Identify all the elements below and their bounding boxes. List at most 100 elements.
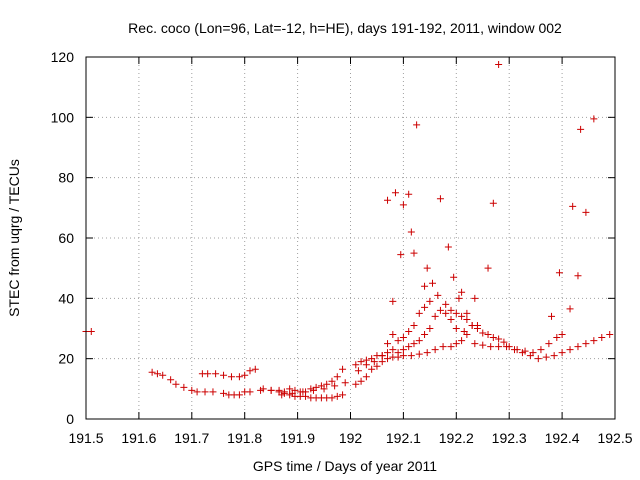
data-point (267, 386, 275, 394)
data-point (537, 346, 545, 354)
data-point (484, 264, 492, 272)
data-point (452, 309, 460, 317)
data-point (278, 391, 286, 399)
data-point (447, 343, 455, 351)
data-point (235, 391, 243, 399)
data-point (212, 370, 220, 378)
data-point (439, 343, 447, 351)
data-point (394, 337, 402, 345)
data-point (495, 343, 503, 351)
data-point (87, 328, 95, 336)
data-point (542, 353, 550, 361)
data-point (452, 340, 460, 348)
data-point (436, 306, 444, 314)
data-point (458, 288, 466, 296)
data-point (479, 341, 487, 349)
x-tick-label: 191.8 (227, 430, 262, 446)
data-point (489, 334, 497, 342)
data-point (423, 349, 431, 357)
data-point (548, 312, 556, 320)
data-point (275, 386, 283, 394)
data-point (299, 388, 307, 396)
data-point (357, 358, 365, 366)
y-tick-label: 60 (58, 230, 74, 246)
axis-ticks (85, 56, 616, 420)
data-point (220, 371, 228, 379)
data-point (553, 334, 561, 342)
data-point (471, 294, 479, 302)
x-tick-label: 191.5 (68, 430, 103, 446)
data-point (180, 383, 188, 391)
data-point (384, 196, 392, 204)
data-point (373, 362, 381, 370)
data-point (534, 355, 542, 363)
data-point (423, 264, 431, 272)
data-point (513, 346, 521, 354)
data-point (339, 391, 347, 399)
data-point (450, 273, 458, 281)
data-point (407, 228, 415, 236)
data-point (495, 61, 503, 69)
data-point (389, 346, 397, 354)
data-point (455, 294, 463, 302)
data-point (574, 272, 582, 280)
data-point (545, 340, 553, 348)
data-point (246, 388, 254, 396)
data-point (550, 352, 558, 360)
data-point (431, 346, 439, 354)
data-point (286, 385, 294, 393)
x-tick-label: 192.3 (492, 430, 527, 446)
data-point (399, 346, 407, 354)
data-point (558, 331, 566, 339)
data-point (201, 388, 209, 396)
data-point (394, 349, 402, 357)
data-point (384, 349, 392, 357)
y-tick-label: 40 (58, 290, 74, 306)
data-point (227, 373, 235, 381)
data-point (574, 343, 582, 351)
y-axis-tick-labels: 0 20 40 60 80 100 120 (51, 49, 75, 427)
data-point (341, 379, 349, 387)
data-point (447, 315, 455, 323)
data-point (220, 389, 228, 397)
data-point (410, 340, 418, 348)
data-point (148, 368, 156, 376)
data-point (582, 208, 590, 216)
data-point (331, 382, 339, 390)
data-point (529, 349, 537, 357)
data-point (384, 355, 392, 363)
grid-lines (86, 57, 615, 419)
data-point (555, 269, 563, 277)
x-tick-label: 191.9 (280, 430, 315, 446)
data-point (421, 303, 429, 311)
data-point (309, 386, 317, 394)
data-point (209, 388, 217, 396)
data-point (426, 325, 434, 332)
data-point (328, 377, 336, 385)
y-tick-label: 100 (51, 109, 75, 125)
data-point (558, 349, 566, 357)
data-point (354, 367, 362, 375)
data-point (569, 202, 577, 210)
data-point (590, 115, 598, 123)
data-point (405, 343, 413, 351)
data-point (235, 373, 243, 381)
data-point (590, 337, 598, 345)
y-tick-label: 0 (66, 411, 74, 427)
y-tick-label: 20 (58, 351, 74, 367)
data-point (320, 385, 328, 393)
data-point (442, 309, 450, 317)
data-point (434, 291, 442, 299)
data-point (598, 334, 606, 342)
data-point (447, 306, 455, 314)
data-point (421, 331, 429, 339)
data-point (487, 343, 495, 351)
data-point (484, 331, 492, 339)
data-point (426, 297, 434, 305)
data-point (442, 300, 450, 308)
data-point (431, 312, 439, 320)
data-point (415, 350, 423, 358)
data-point (458, 337, 466, 345)
y-tick-label: 80 (58, 170, 74, 186)
